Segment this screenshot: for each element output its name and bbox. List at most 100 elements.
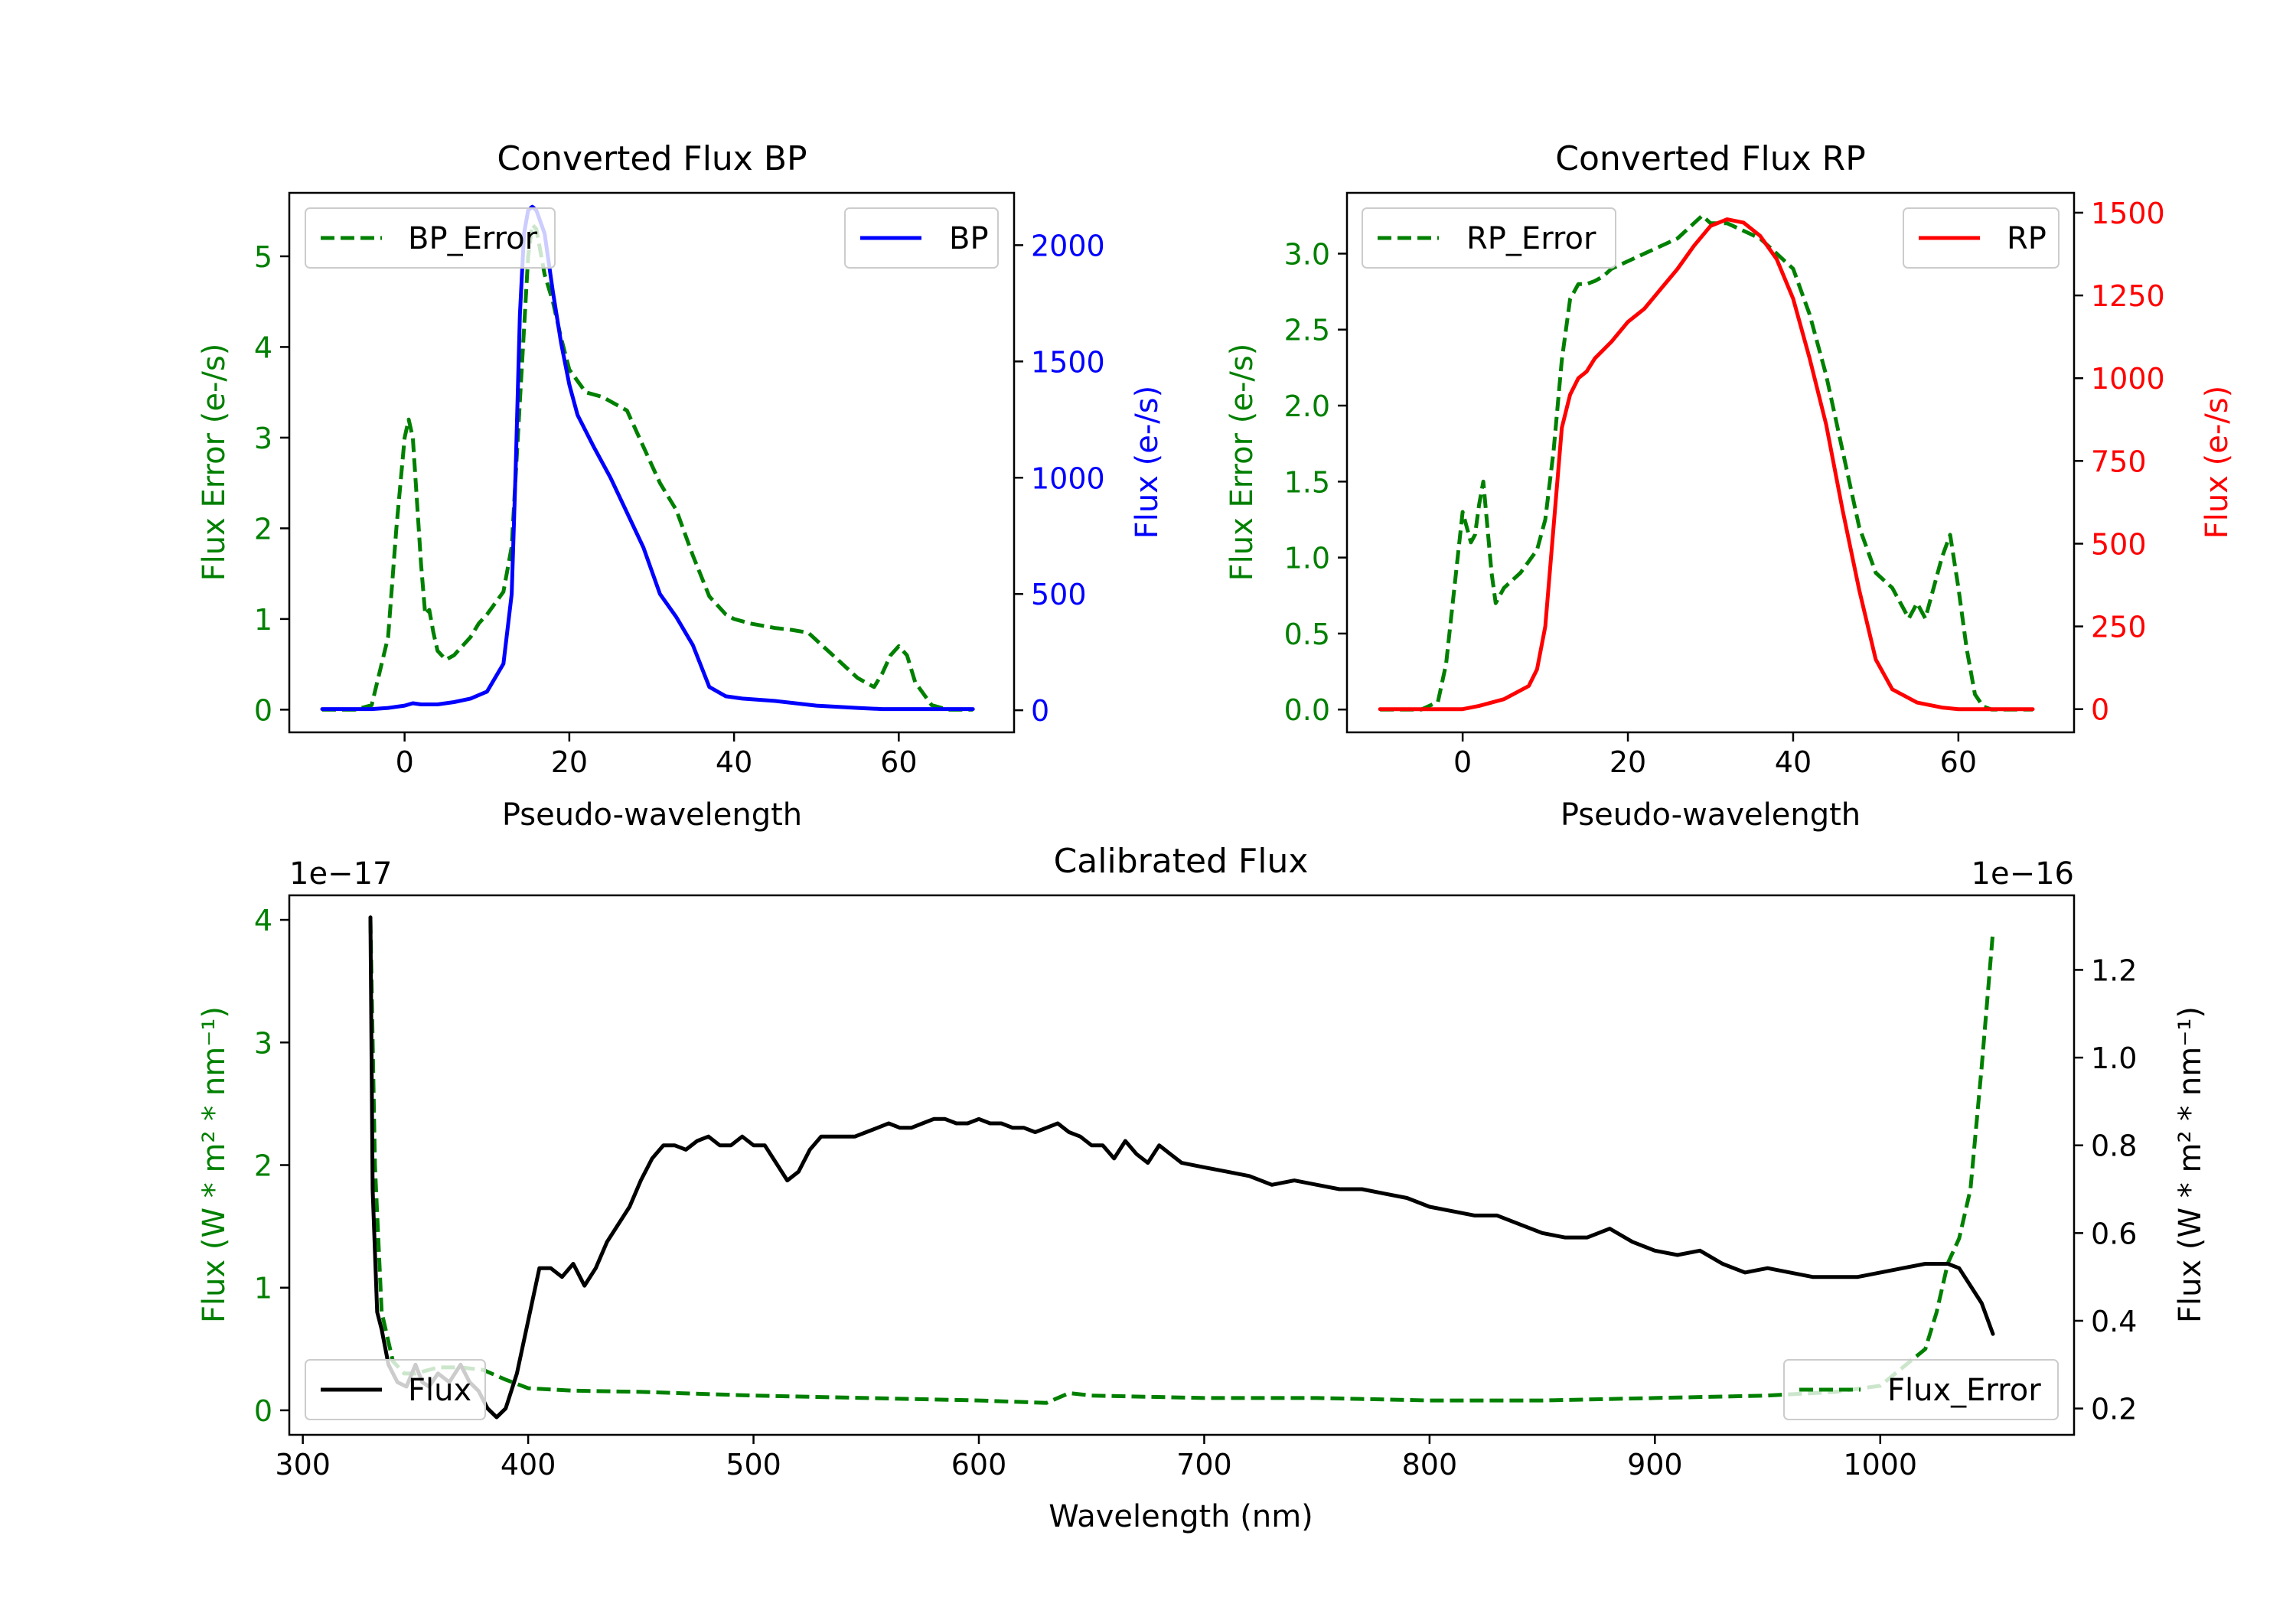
bp-x-tick-label: 60 [880,745,917,779]
cal-left-tick-label: 4 [254,904,272,937]
cal-right-tick-label: 0.6 [2091,1217,2137,1250]
rp-legend-error-label: RP_Error [1466,221,1596,256]
cal-x-ticks: 300 400 500 600 700 800 900 1000 [275,1435,1917,1482]
bp-title: Converted Flux BP [497,139,807,178]
rp-x-label: Pseudo-wavelength [1561,797,1861,833]
panel-calibrated: Calibrated Flux 1e−17 1e−16 300 400 500 600… [197,842,2208,1534]
bp-plot-area [320,204,975,712]
rp-left-tick-label: 2.0 [1284,390,1330,423]
rp-x-tick-label: 20 [1609,745,1646,779]
rp-legend-right: RP [1903,207,2060,269]
rp-x-tick-label: 0 [1453,745,1472,779]
rp-right-tick-label: 1000 [2091,362,2165,396]
panel-rp: Converted Flux RP 0 20 40 60 0.0 0.5 1.0 1.5 2.… [1225,139,2235,833]
cal-x-tick-label: 400 [501,1448,556,1482]
cal-x-tick-label: 800 [1402,1448,1458,1482]
bp-x-tick-label: 20 [551,745,588,779]
bp-x-label: Pseudo-wavelength [502,797,802,833]
rp-left-tick-label: 3.0 [1284,237,1330,271]
cal-x-tick-label: 1000 [1843,1448,1917,1482]
bp-left-tick-label: 1 [254,603,272,637]
cal-right-offset-text: 1e−16 [1971,856,2074,892]
rp-left-tick-label: 2.5 [1284,314,1330,347]
rp-left-tick-label: 0.0 [1284,693,1330,727]
cal-x-tick-label: 300 [275,1448,331,1482]
cal-right-axis-label: Flux (W * m² * nm⁻¹) [2173,1006,2208,1323]
bp-series-bp-line [320,204,975,712]
rp-left-tick-label: 1.0 [1284,542,1330,575]
cal-right-tick-label: 0.4 [2091,1305,2137,1338]
cal-x-tick-label: 700 [1176,1448,1232,1482]
bp-legend-flux-label: BP [949,221,989,256]
cal-series-flux-line [368,915,1995,1420]
rp-right-ticks: 0 250 500 750 1000 1250 1500 [2074,197,2165,727]
rp-left-tick-label: 0.5 [1284,618,1330,651]
bp-right-tick-label: 0 [1031,694,1049,728]
bp-legend-left-box [305,207,556,269]
cal-left-tick-label: 3 [254,1026,272,1060]
rp-right-tick-label: 500 [2091,527,2147,561]
bp-left-tick-label: 5 [254,240,272,274]
bp-x-ticks: 0 20 40 60 [396,732,918,779]
bp-series-bp-error-line [322,223,974,712]
cal-legend-right: Flux_Error [1783,1359,2059,1420]
cal-x-label: Wavelength (nm) [1049,1499,1313,1534]
bp-legend-left: BP_Error [305,207,556,269]
rp-x-tick-label: 40 [1775,745,1812,779]
rp-right-tick-label: 0 [2091,693,2109,727]
bp-left-ticks: 0 1 2 3 4 5 [254,240,289,727]
bp-right-tick-label: 1000 [1031,461,1105,495]
bp-right-tick-label: 1500 [1031,345,1105,379]
rp-x-ticks: 0 20 40 60 [1453,732,1977,779]
rp-title: Converted Flux RP [1555,139,1866,178]
rp-right-tick-label: 1500 [2091,197,2165,230]
cal-left-tick-label: 0 [254,1394,272,1428]
rp-axes-frame [1345,191,2076,734]
bp-left-tick-label: 3 [254,422,272,455]
rp-legend-left: RP_Error [1362,207,1616,269]
cal-legend-left: Flux [305,1359,486,1420]
bp-legend-right: BP [844,207,999,269]
bp-right-ticks: 0 500 1000 1500 2000 [1014,229,1105,728]
rp-left-tick-label: 1.5 [1284,465,1330,499]
bp-left-tick-label: 4 [254,331,272,364]
rp-right-axis-label: Flux (e-/s) [2200,386,2235,539]
rp-right-tick-label: 1250 [2091,279,2165,313]
bp-legend-error-label: BP_Error [408,221,538,256]
cal-right-tick-label: 1.0 [2091,1041,2137,1075]
rp-left-ticks: 0.0 0.5 1.0 1.5 2.0 2.5 3.0 [1284,237,1347,727]
rp-left-axis-label: Flux Error (e-/s) [1225,344,1260,582]
cal-x-tick-label: 500 [726,1448,781,1482]
cal-left-offset-text: 1e−17 [289,856,392,892]
cal-legend-right-box [1783,1359,2059,1420]
cal-left-tick-label: 2 [254,1149,272,1183]
cal-legend-left-box [305,1359,486,1420]
cal-title: Calibrated Flux [1054,842,1309,881]
bp-left-tick-label: 2 [254,512,272,546]
cal-left-axis-label: Flux (W * m² * nm⁻¹) [197,1006,232,1323]
bp-left-tick-label: 0 [254,693,272,727]
cal-legend-error-label: Flux_Error [1887,1373,2041,1408]
cal-left-ticks: 0 1 2 3 4 [254,904,289,1428]
rp-plot-area [1378,214,2035,712]
cal-right-tick-label: 0.8 [2091,1129,2137,1163]
rp-legend-left-box [1362,207,1616,269]
bp-right-tick-label: 2000 [1031,229,1105,262]
cal-right-tick-label: 0.2 [2091,1393,2137,1426]
panel-bp: Converted Flux BP 0 20 40 60 0 1 2 3 4 5 0 500 100… [197,139,1165,833]
rp-legend-right-box [1903,207,2060,269]
rp-series-rp-line [1378,217,2035,712]
rp-x-tick-label: 60 [1940,745,1977,779]
cal-x-tick-label: 600 [951,1448,1007,1482]
rp-legend-flux-label: RP [2007,221,2047,256]
rp-right-tick-label: 250 [2091,611,2147,644]
cal-legend-flux-label: Flux [408,1373,471,1408]
cal-right-ticks: 0.2 0.4 0.6 0.8 1.0 1.2 [2074,953,2137,1426]
cal-left-tick-label: 1 [254,1272,272,1305]
bp-right-axis-label: Flux (e-/s) [1130,386,1165,539]
cal-x-tick-label: 900 [1627,1448,1683,1482]
bp-left-axis-label: Flux Error (e-/s) [197,344,232,582]
rp-series-rp-error-line [1380,214,2033,712]
rp-right-tick-label: 750 [2091,445,2147,478]
